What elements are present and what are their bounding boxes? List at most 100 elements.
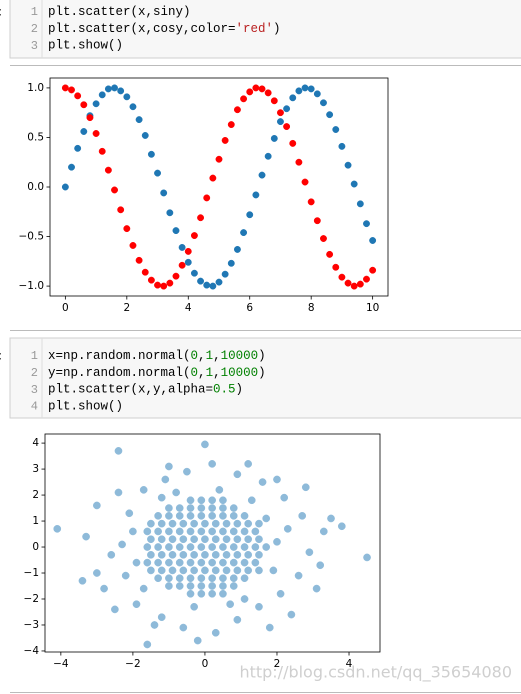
point (172, 488, 180, 497)
point (221, 136, 229, 144)
cell-prompt: : (0, 5, 2, 19)
x-tick-label: 10 (366, 302, 379, 314)
point (229, 543, 238, 551)
point (154, 511, 162, 520)
point (209, 174, 217, 182)
point (197, 558, 206, 567)
point (283, 123, 291, 131)
point (82, 532, 90, 541)
point (179, 519, 188, 528)
point-group (53, 440, 371, 649)
line-number: 2 (31, 22, 38, 36)
point (93, 501, 101, 510)
point (147, 150, 155, 158)
point (179, 566, 188, 575)
y-tick-label: −1 (24, 567, 39, 579)
point (165, 558, 173, 567)
point (157, 566, 166, 575)
point (208, 496, 216, 505)
point (100, 584, 108, 593)
point (233, 615, 242, 624)
point (179, 535, 188, 544)
point (208, 504, 216, 512)
point (147, 566, 155, 575)
point (61, 183, 69, 191)
point (305, 548, 314, 557)
point (338, 142, 346, 150)
point (74, 92, 82, 100)
code-token: y=np.random.normal( (48, 366, 191, 380)
point (154, 281, 161, 289)
point (78, 576, 87, 585)
point (209, 282, 217, 290)
point (369, 266, 377, 274)
point (262, 543, 271, 551)
code-token: 0 (191, 349, 199, 363)
point (197, 582, 206, 590)
point (219, 574, 227, 583)
point (240, 543, 249, 551)
point (165, 511, 173, 520)
point (233, 566, 242, 575)
point (219, 511, 227, 520)
point (114, 488, 123, 497)
point (175, 582, 184, 590)
y-tick-label: 1.0 (27, 82, 44, 94)
point (117, 87, 125, 95)
point (197, 543, 206, 551)
point (160, 282, 168, 290)
point (168, 535, 177, 544)
point (118, 540, 126, 549)
point (222, 550, 231, 559)
point (227, 259, 235, 267)
point (240, 558, 249, 567)
code-token: , (213, 366, 221, 380)
point (240, 229, 248, 237)
point (135, 256, 143, 264)
point (197, 214, 205, 222)
point (80, 128, 88, 135)
point (201, 566, 209, 575)
line-number: 1 (31, 5, 38, 19)
point (215, 486, 224, 494)
point (175, 574, 184, 583)
point (197, 574, 206, 583)
point (175, 558, 184, 567)
point (157, 613, 166, 622)
point (319, 527, 328, 536)
x-tick-label: 2 (123, 302, 130, 314)
code-token: 1 (206, 349, 214, 363)
point (283, 524, 292, 533)
point-group (61, 84, 377, 290)
point (147, 535, 155, 544)
point (307, 198, 315, 206)
point (186, 527, 195, 536)
point (344, 161, 352, 169)
code-token: 0.5 (213, 383, 236, 397)
point (117, 206, 125, 214)
point (178, 261, 186, 269)
point (338, 273, 346, 281)
code-token: plt.scatter(x,cosy,color= (48, 22, 236, 36)
x-tick-label: 0 (62, 302, 69, 314)
point (246, 211, 254, 219)
plot-frame (44, 433, 381, 653)
point (157, 519, 166, 528)
point (211, 628, 220, 637)
point (165, 574, 173, 583)
code-line: plt.scatter(x,cosy,color='red') (48, 22, 281, 36)
point (222, 519, 231, 528)
point (80, 101, 88, 109)
point (222, 535, 231, 544)
x-tick-label: 8 (308, 302, 315, 314)
y-tick-label: 3 (32, 463, 39, 475)
code-token: plt.show() (48, 400, 123, 414)
point (154, 169, 161, 177)
point (350, 180, 358, 188)
point (251, 543, 260, 551)
point (197, 589, 206, 598)
point (111, 84, 118, 92)
point (121, 571, 130, 580)
point (201, 519, 209, 528)
point (175, 504, 184, 512)
